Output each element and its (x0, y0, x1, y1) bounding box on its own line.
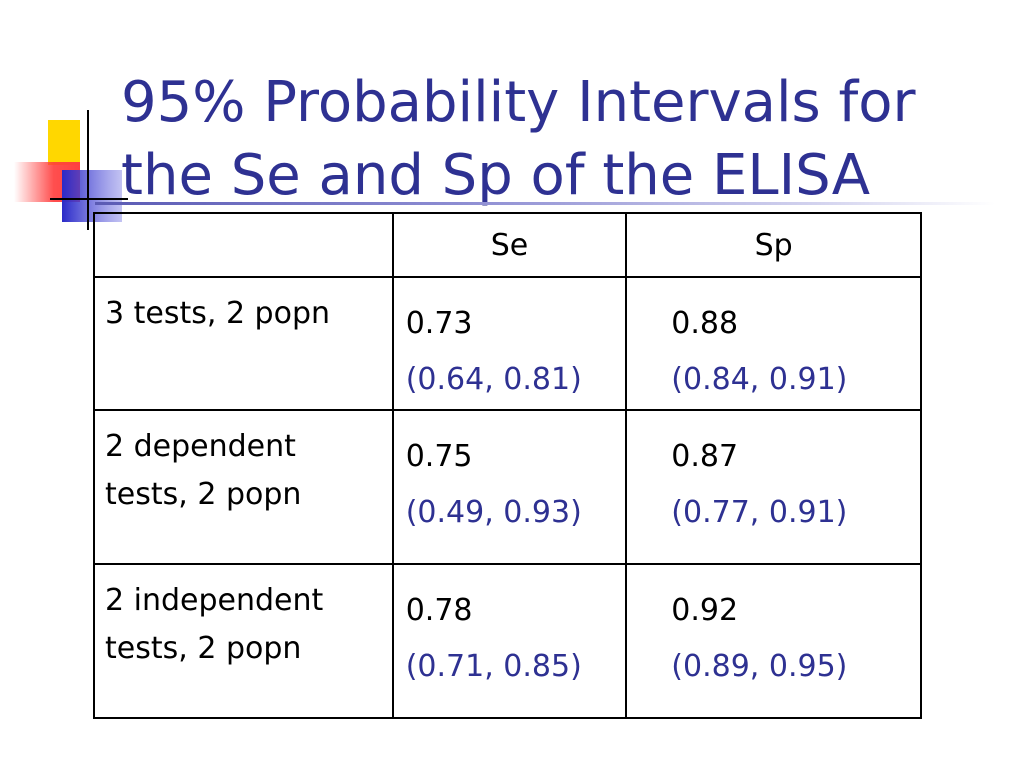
table-row: 2 independent tests, 2 popn 0.78 (0.71, … (93, 563, 922, 719)
method-cell: 3 tests, 2 popn (93, 276, 394, 411)
sp-cell: 0.87 (0.77, 0.91) (625, 409, 922, 565)
sp-cell: 0.88 (0.84, 0.91) (625, 276, 922, 411)
table-header-row: Se Sp (93, 212, 922, 278)
table-row: 2 dependent tests, 2 popn 0.75 (0.49, 0.… (93, 409, 922, 565)
sp-estimate: 0.92 (671, 593, 739, 628)
sp-estimate: 0.88 (671, 306, 739, 341)
method-label-line-1: 3 tests, 2 popn (105, 296, 331, 331)
method-label-line-1: 2 dependent (105, 429, 296, 464)
se-interval: (0.49, 0.93) (405, 495, 582, 530)
sp-interval: (0.77, 0.91) (671, 495, 848, 530)
method-label-line-2: tests, 2 popn (105, 477, 302, 512)
deco-yellow-square (48, 120, 80, 165)
sp-interval: (0.84, 0.91) (671, 362, 848, 397)
sp-interval: (0.89, 0.95) (671, 649, 848, 684)
title-underline (95, 202, 995, 205)
header-sp: Sp (625, 212, 922, 278)
se-estimate: 0.75 (405, 439, 473, 474)
header-empty-cell (93, 212, 394, 278)
probability-intervals-table: Se Sp 3 tests, 2 popn 0.73 (0.64, 0.81) … (93, 212, 922, 719)
se-interval: (0.71, 0.85) (405, 649, 582, 684)
title-line-2: the Se and Sp of the ELISA (121, 143, 871, 208)
se-cell: 0.78 (0.71, 0.85) (391, 563, 628, 719)
se-estimate: 0.78 (405, 593, 473, 628)
se-estimate: 0.73 (405, 306, 473, 341)
method-cell: 2 independent tests, 2 popn (93, 563, 394, 719)
method-cell: 2 dependent tests, 2 popn (93, 409, 394, 565)
title-line-1: 95% Probability Intervals for (121, 70, 916, 135)
se-cell: 0.73 (0.64, 0.81) (391, 276, 628, 411)
page-title: 95% Probability Intervals for the Se and… (121, 66, 1001, 212)
table-row: 3 tests, 2 popn 0.73 (0.64, 0.81) 0.88 (… (93, 276, 922, 411)
sp-cell: 0.92 (0.89, 0.95) (625, 563, 922, 719)
header-se: Se (391, 212, 628, 278)
se-cell: 0.75 (0.49, 0.93) (391, 409, 628, 565)
sp-estimate: 0.87 (671, 439, 739, 474)
method-label-line-2: tests, 2 popn (105, 631, 302, 666)
se-interval: (0.64, 0.81) (405, 362, 582, 397)
method-label-line-1: 2 independent (105, 583, 324, 618)
